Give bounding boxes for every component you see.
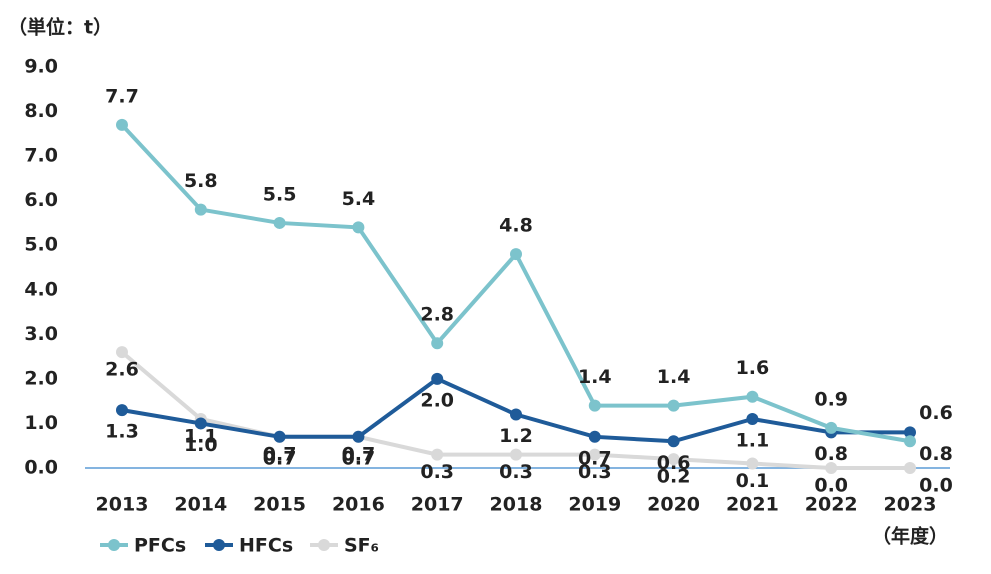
x-tick-label: 2017 xyxy=(411,494,464,516)
y-tick-label: 3.0 xyxy=(24,323,58,345)
data-point xyxy=(746,457,759,470)
data-point xyxy=(588,448,601,461)
y-tick-label: 7.0 xyxy=(24,145,58,167)
data-label: 7.7 xyxy=(105,85,139,107)
data-label: 0.2 xyxy=(657,466,691,488)
data-label: 0.3 xyxy=(578,461,612,483)
data-label: 0.6 xyxy=(657,452,691,474)
data-point xyxy=(116,404,128,417)
legend-marker xyxy=(213,539,225,551)
data-label: 1.4 xyxy=(657,366,691,388)
data-point xyxy=(116,346,128,359)
data-label: 0.7 xyxy=(578,447,612,469)
x-tick-label: 2022 xyxy=(805,494,858,516)
data-label: 2.8 xyxy=(420,304,454,326)
data-point xyxy=(431,448,444,461)
data-label: 0.7 xyxy=(342,447,376,469)
data-point xyxy=(667,435,680,448)
x-tick-label: 2021 xyxy=(726,494,779,516)
data-label: 0.6 xyxy=(919,402,953,424)
data-point xyxy=(194,203,207,216)
data-label: 1.4 xyxy=(578,366,612,388)
y-tick-label: 6.0 xyxy=(24,189,58,211)
data-label: 4.8 xyxy=(499,215,533,237)
data-point xyxy=(667,399,680,412)
data-point xyxy=(667,453,680,466)
data-point xyxy=(588,430,601,443)
data-point xyxy=(116,118,128,131)
data-label: 0.3 xyxy=(420,461,454,483)
data-point xyxy=(746,390,759,403)
x-tick-label: 2019 xyxy=(568,494,621,516)
data-label: 0.0 xyxy=(814,475,848,497)
legend-label: SF₆ xyxy=(344,535,379,557)
data-point xyxy=(352,430,365,443)
y-tick-label: 4.0 xyxy=(24,278,58,300)
x-tick-label: 2018 xyxy=(490,494,543,516)
data-label: 0.8 xyxy=(814,443,848,465)
series-line xyxy=(120,123,911,444)
data-label: 0.9 xyxy=(814,388,848,410)
data-label: 0.3 xyxy=(499,461,533,483)
data-point xyxy=(904,426,916,439)
legend-marker xyxy=(318,539,330,551)
data-point xyxy=(510,248,522,261)
data-label: 1.6 xyxy=(736,357,770,379)
data-point xyxy=(904,435,916,448)
y-tick-label: 8.0 xyxy=(24,100,58,122)
data-point xyxy=(825,421,838,434)
data-label: 0.7 xyxy=(263,443,297,465)
legend-label: HFCs xyxy=(239,535,293,557)
data-label: 2.6 xyxy=(105,359,139,381)
data-point xyxy=(588,399,601,412)
data-label: 1.1 xyxy=(184,425,218,447)
data-label: 0.8 xyxy=(919,443,953,465)
data-point xyxy=(904,462,916,474)
data-label: 5.5 xyxy=(263,183,297,205)
data-point xyxy=(273,430,286,443)
data-point xyxy=(431,372,444,385)
x-tick-label: 2023 xyxy=(884,494,937,516)
x-tick-label: 2016 xyxy=(332,494,385,516)
x-tick-label: 2014 xyxy=(174,494,227,516)
data-point xyxy=(273,216,286,229)
y-tick-label: 2.0 xyxy=(24,367,58,389)
data-label: 5.4 xyxy=(342,188,376,210)
data-label: 0.0 xyxy=(919,475,953,497)
y-axis-label: （単位：t） xyxy=(8,16,112,39)
data-label: 1.2 xyxy=(499,425,533,447)
data-point xyxy=(510,408,522,421)
x-tick-label: 2013 xyxy=(96,494,149,516)
y-tick-label: 1.0 xyxy=(24,412,58,434)
data-label: 0.7 xyxy=(263,447,297,469)
y-tick-label: 5.0 xyxy=(24,234,58,256)
data-point xyxy=(194,417,207,430)
data-point xyxy=(510,448,522,461)
data-point xyxy=(352,221,365,234)
legend-marker xyxy=(108,539,120,551)
data-label: 2.0 xyxy=(420,389,454,411)
data-label: 0.1 xyxy=(736,470,770,492)
data-point xyxy=(825,462,838,474)
data-label: 1.1 xyxy=(736,429,770,451)
x-tick-label: 2020 xyxy=(647,494,700,516)
legend-label: PFCs xyxy=(134,535,186,557)
data-label: 1.0 xyxy=(184,434,218,456)
data-point xyxy=(431,337,444,350)
x-axis-label: （年度） xyxy=(872,525,948,548)
data-label: 0.7 xyxy=(342,443,376,465)
data-label: 5.8 xyxy=(184,170,218,192)
y-tick-label: 9.0 xyxy=(24,56,58,78)
data-label: 1.3 xyxy=(105,421,139,443)
y-tick-label: 0.0 xyxy=(24,457,58,479)
data-point xyxy=(746,412,759,425)
x-tick-label: 2015 xyxy=(253,494,306,516)
